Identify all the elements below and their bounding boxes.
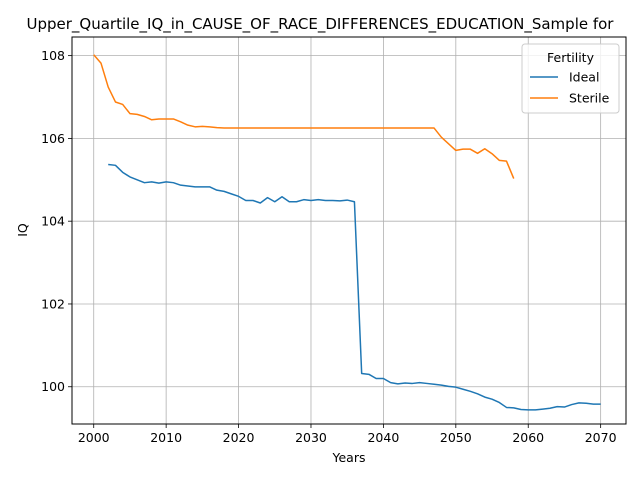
- x-tick-label: 2030: [295, 430, 327, 445]
- plot-frame: [71, 36, 627, 425]
- y-axis-label: IQ: [15, 223, 30, 237]
- y-tick-label: 100: [41, 379, 65, 394]
- x-tick-label: 2040: [367, 430, 399, 445]
- x-tick-label: 2010: [150, 430, 182, 445]
- legend-title: Fertility: [547, 50, 595, 65]
- legend-label-sterile: Sterile: [569, 91, 610, 106]
- x-tick-label: 2020: [223, 430, 255, 445]
- y-tick-label: 106: [41, 131, 65, 146]
- x-tick-label: 2070: [585, 430, 617, 445]
- chart-title: Upper_Quartile_IQ_in_CAUSE_OF_RACE_DIFFE…: [27, 15, 615, 34]
- series-line-sterile: [93, 54, 515, 179]
- legend-label-ideal: Ideal: [569, 70, 599, 85]
- x-axis-label: Years: [332, 450, 366, 465]
- series-lines: [93, 54, 601, 411]
- y-tick-label: 102: [41, 296, 65, 311]
- x-tick-label: 2060: [512, 430, 544, 445]
- x-tick-label: 2050: [440, 430, 472, 445]
- y-tick-label: 104: [41, 214, 65, 229]
- x-axis: 2000 2010 2020 2030 2040 2050 2060 2070: [78, 424, 617, 445]
- x-tick-label: 2000: [78, 430, 110, 445]
- legend: Fertility Ideal Sterile: [521, 43, 620, 114]
- series-line-ideal: [108, 163, 601, 411]
- y-axis: 100 102 104 106 108: [41, 48, 72, 394]
- legend-box: [521, 43, 620, 114]
- y-tick-label: 108: [41, 48, 65, 63]
